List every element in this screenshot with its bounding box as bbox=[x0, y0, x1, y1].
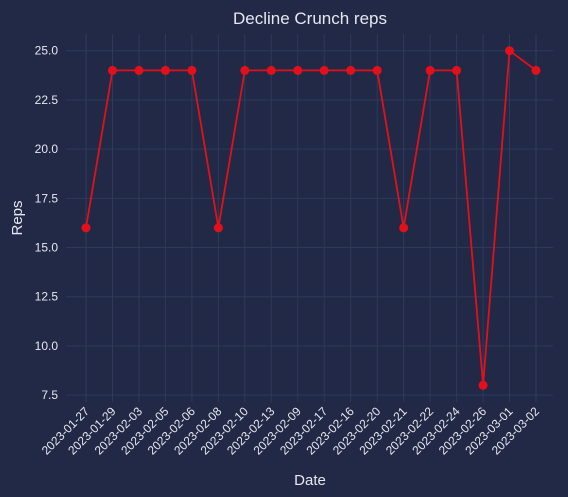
x-axis-label: Date bbox=[294, 472, 326, 489]
series-line bbox=[85, 49, 537, 386]
y-tick-label: 17.5 bbox=[35, 191, 59, 205]
y-axis-ticks: 7.5 10.0 12.5 15.0 17.5 20.0 22.5 25.0 bbox=[35, 44, 59, 402]
data-point bbox=[505, 46, 515, 56]
y-tick-label: 25.0 bbox=[35, 44, 59, 58]
y-tick-label: 7.5 bbox=[41, 388, 58, 402]
y-tick-label: 22.5 bbox=[35, 93, 59, 107]
data-point bbox=[213, 223, 223, 233]
y-tick-label: 10.0 bbox=[35, 339, 59, 353]
data-point bbox=[293, 65, 303, 75]
data-point bbox=[266, 65, 276, 75]
y-tick-label: 20.0 bbox=[35, 142, 59, 156]
y-tick-label: 12.5 bbox=[35, 290, 59, 304]
data-point bbox=[134, 65, 144, 75]
series-reps bbox=[81, 46, 541, 390]
data-point bbox=[160, 65, 170, 75]
data-point bbox=[478, 380, 488, 390]
data-point bbox=[531, 65, 541, 75]
data-point bbox=[399, 223, 409, 233]
chart-title: Decline Crunch reps bbox=[233, 9, 387, 28]
data-point bbox=[107, 65, 117, 75]
data-point bbox=[425, 65, 435, 75]
y-axis-label: Reps bbox=[9, 200, 26, 235]
data-point bbox=[346, 65, 356, 75]
y-tick-label: 15.0 bbox=[35, 241, 59, 255]
x-axis-ticks: 2023-01-272023-01-292023-02-032023-02-05… bbox=[39, 404, 543, 458]
data-point bbox=[452, 65, 462, 75]
data-point bbox=[372, 65, 382, 75]
data-point bbox=[187, 65, 197, 75]
data-point bbox=[81, 223, 91, 233]
data-point bbox=[240, 65, 250, 75]
grid bbox=[66, 34, 553, 402]
data-point bbox=[319, 65, 329, 75]
